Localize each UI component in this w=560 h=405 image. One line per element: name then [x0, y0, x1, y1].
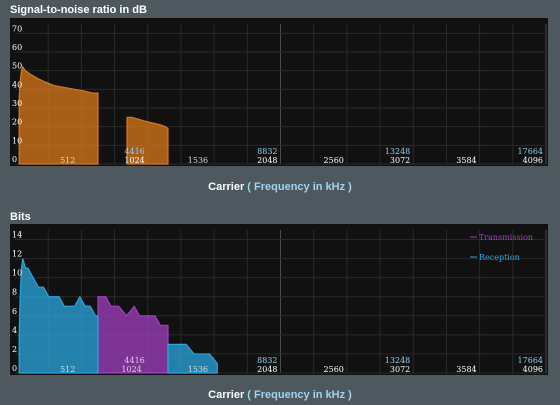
- carrier-tick-label: 4096: [523, 365, 543, 374]
- y-tick-label: 40: [12, 80, 22, 89]
- series-area: [18, 65, 99, 165]
- bits-chart: 0 2 4 6 8 10 12 14 2048 2560 3072 3584 4096 512 1024 15…: [12, 230, 547, 374]
- y-tick-label: 2: [12, 345, 17, 354]
- carrier-tick-label: 3584: [456, 156, 476, 165]
- carrier-tick-label: 2560: [324, 365, 344, 374]
- snr-xaxis-caption: Carrier ( Frequency in kHz ): [0, 181, 560, 193]
- legend-label: Reception: [479, 253, 520, 262]
- y-tick-label: 0: [12, 155, 17, 164]
- freq-tick-label: 17664: [518, 147, 543, 156]
- freq-tick-label: 13248: [385, 356, 410, 365]
- carrier-tick-label: 3584: [456, 365, 476, 374]
- carrier-tick-label: 2560: [324, 156, 344, 165]
- y-tick-label: 6: [12, 307, 17, 316]
- bits-xaxis-caption: Carrier ( Frequency in kHz ): [0, 389, 560, 401]
- carrier-tick-label: 2048: [257, 365, 277, 374]
- series-area: [18, 258, 99, 374]
- freq-tick-label: 8832: [257, 147, 277, 156]
- freq-tick-label: 4416: [124, 147, 144, 156]
- bits-xaxis-unit: Frequency in kHz: [254, 389, 346, 401]
- carrier-tick-label: 512: [60, 156, 75, 165]
- y-tick-label: 8: [12, 288, 17, 297]
- bits-title: Bits: [10, 211, 31, 223]
- carrier-tick-label: 3072: [390, 156, 410, 165]
- y-tick-label: 70: [12, 24, 22, 33]
- carrier-tick-label: 3072: [390, 365, 410, 374]
- snr-plot: 0 10 20 30 40 50 60 70 1024 2048 2560 3072 3584 4096 5…: [10, 18, 548, 166]
- snr-xaxis-label: Carrier: [208, 181, 245, 193]
- carrier-tick-label: 4096: [523, 156, 543, 165]
- y-tick-label: 10: [12, 136, 22, 145]
- freq-tick-label: 8832: [257, 356, 277, 365]
- snr-xaxis-close: ): [348, 181, 352, 193]
- y-tick-label: 0: [12, 364, 17, 373]
- series-area: [167, 343, 218, 374]
- y-tick-label: 10: [12, 269, 22, 278]
- bits-xaxis-label: Carrier: [208, 389, 245, 401]
- freq-tick-label: 13248: [385, 147, 410, 156]
- carrier-tick-label: 1024: [121, 365, 141, 374]
- carrier-tick-label: 1536: [188, 156, 208, 165]
- legend-label: Transmission: [479, 233, 533, 242]
- y-tick-label: 50: [12, 62, 22, 71]
- y-tick-label: 20: [12, 118, 22, 127]
- bits-xaxis-close: ): [348, 389, 352, 401]
- y-tick-label: 30: [12, 99, 22, 108]
- carrier-tick-label: 2048: [257, 156, 277, 165]
- bits-xaxis-open: (: [247, 389, 251, 401]
- y-tick-label: 60: [12, 43, 22, 52]
- snr-chart: 0 10 20 30 40 50 60 70 1024 2048 2560 3072 3584 4096 5…: [12, 24, 547, 165]
- carrier-tick-label: 1024: [124, 156, 144, 165]
- carrier-tick-label: 512: [60, 365, 75, 374]
- carrier-tick-label: 1536: [188, 365, 208, 374]
- snr-xaxis-open: (: [247, 181, 251, 193]
- snr-xaxis-unit: Frequency in kHz: [254, 181, 346, 193]
- y-tick-label: 12: [12, 250, 22, 259]
- y-tick-label: 14: [12, 231, 22, 240]
- snr-title: Signal-to-noise ratio in dB: [10, 4, 147, 16]
- freq-tick-label: 4416: [124, 356, 144, 365]
- series-area: [97, 296, 169, 374]
- bits-plot: 0 2 4 6 8 10 12 14 2048 2560 3072 3584 4096 512 1024 15…: [10, 224, 548, 375]
- freq-tick-label: 17664: [518, 356, 543, 365]
- y-tick-label: 4: [12, 326, 17, 335]
- series-area: [126, 116, 169, 165]
